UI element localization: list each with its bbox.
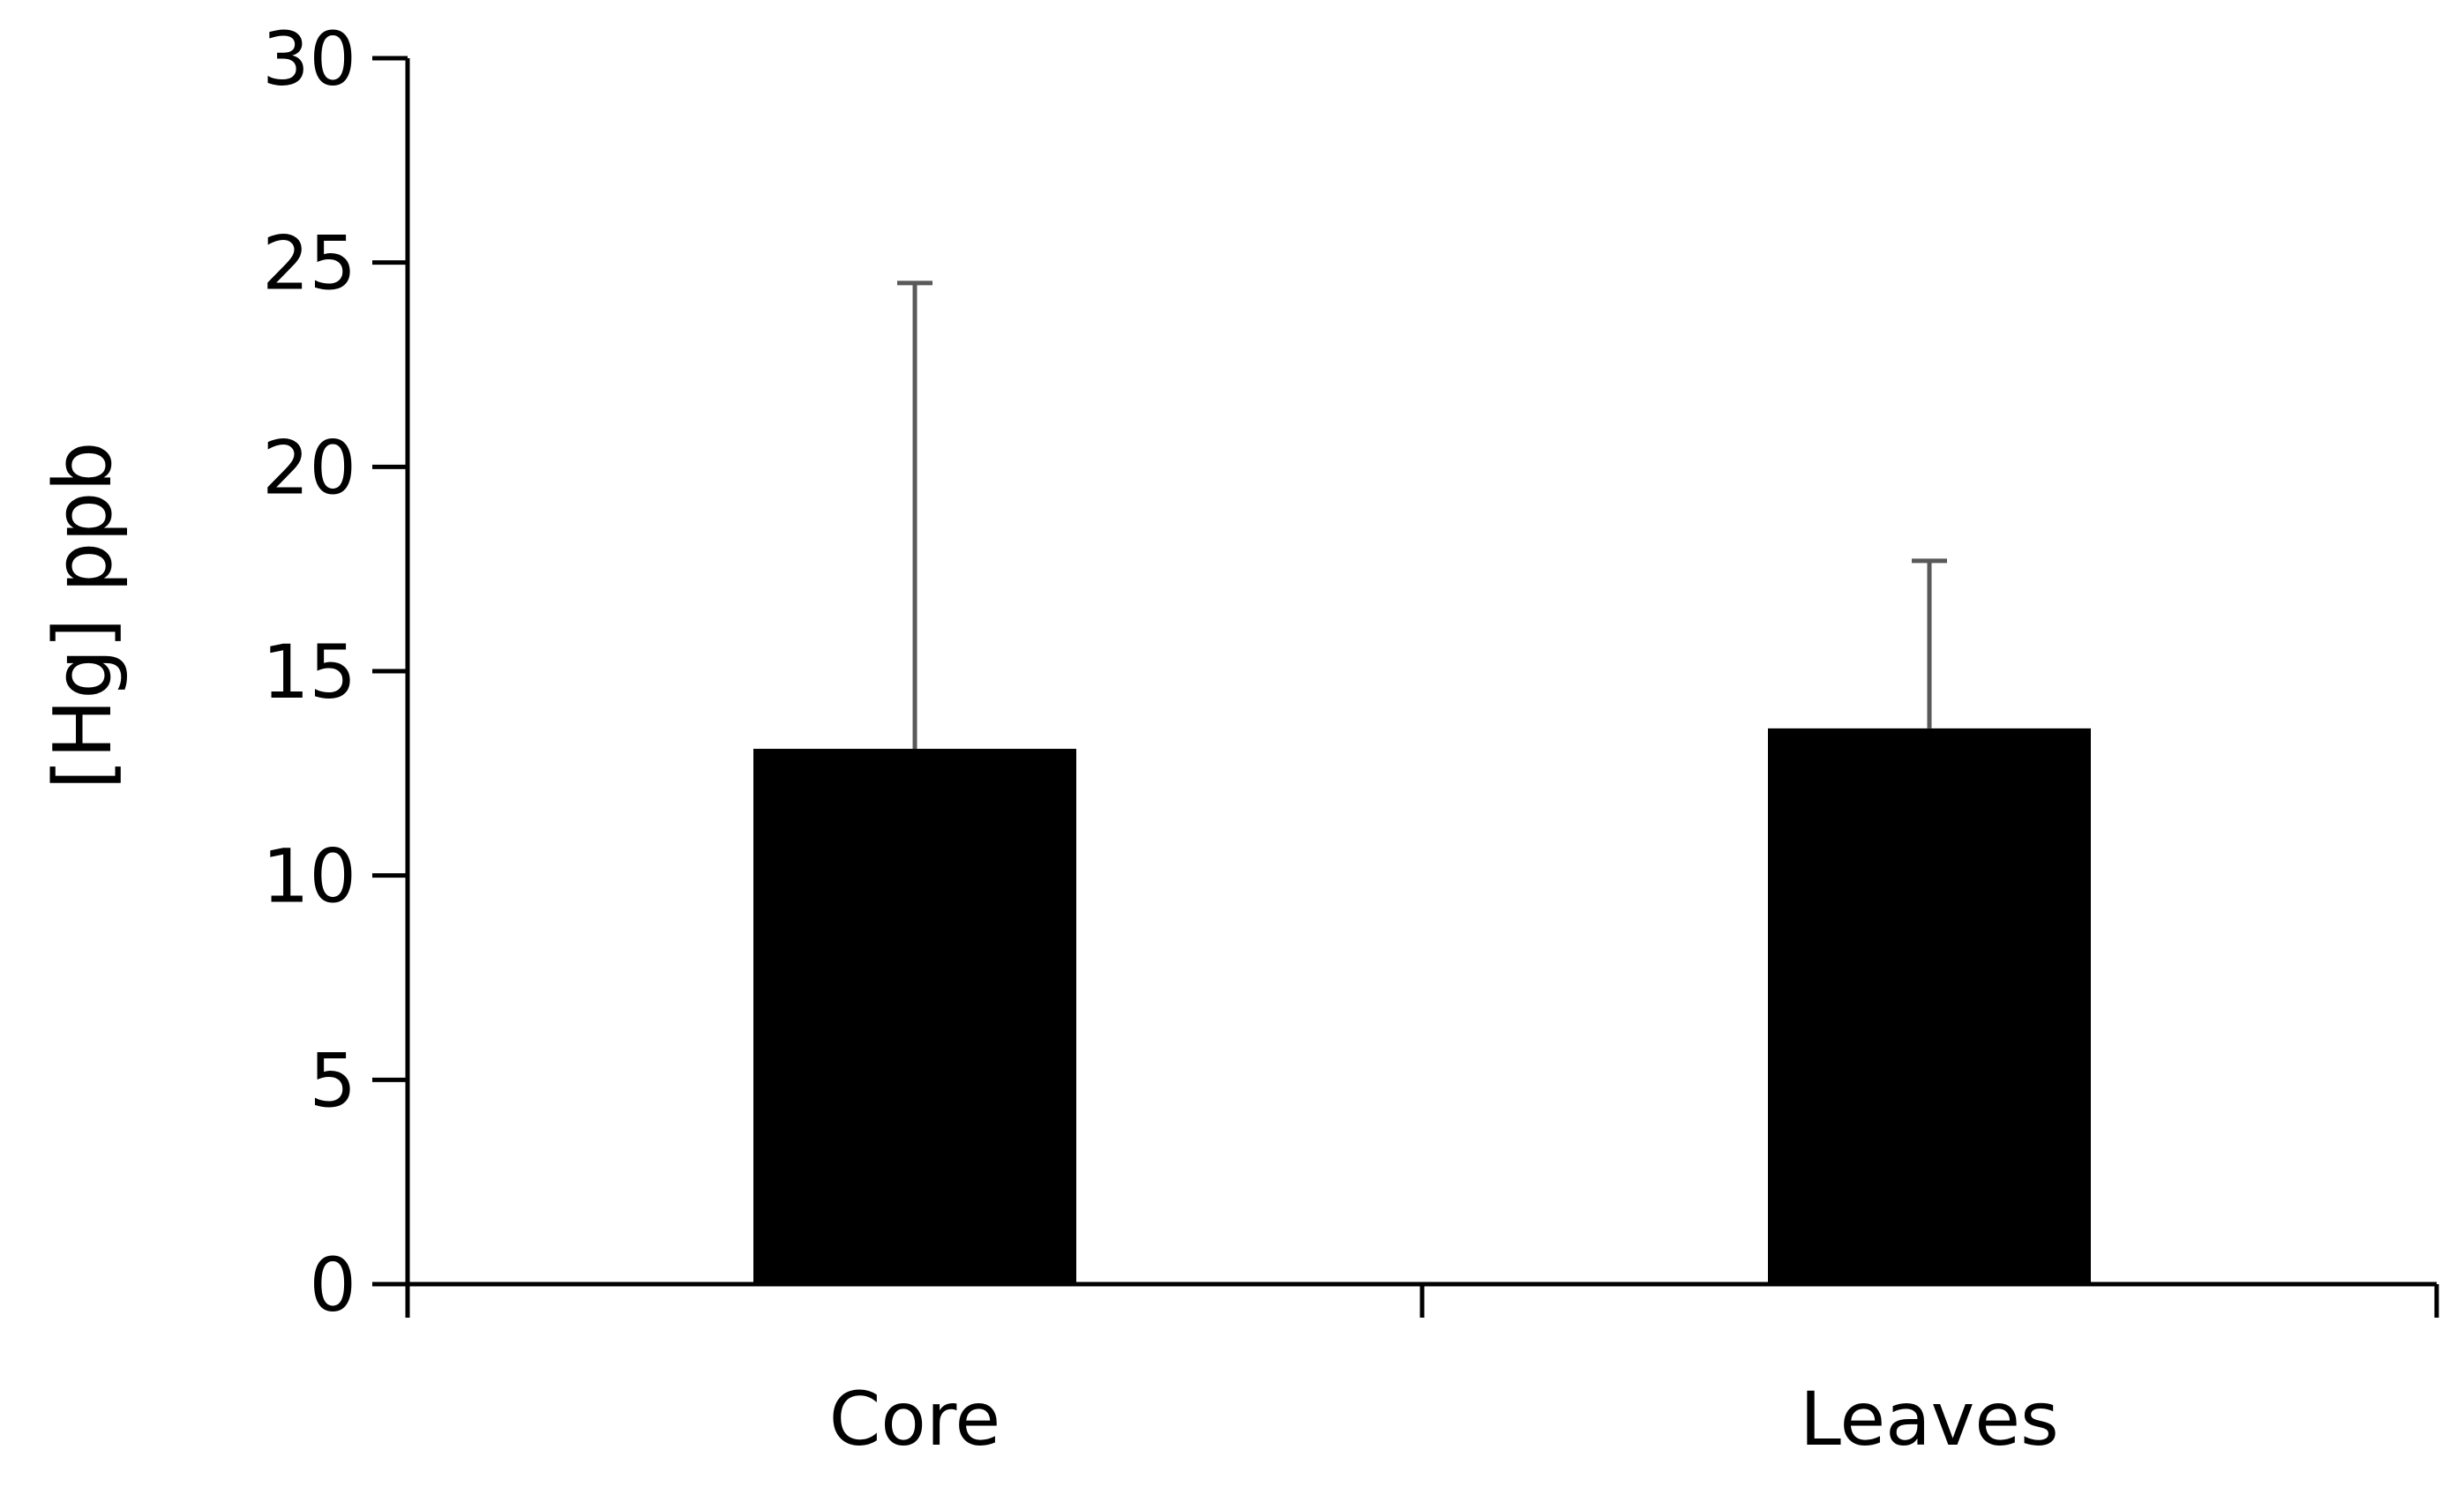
y-tick-label-20: 20 (262, 424, 356, 511)
bars-layer (753, 728, 2091, 1284)
x-tick-label-core: Core (829, 1376, 1000, 1462)
bar-leaves (1768, 728, 2091, 1284)
y-tick-label-25: 25 (262, 220, 356, 307)
y-tick-label-15: 15 (262, 629, 356, 715)
y-tick-label-30: 30 (262, 16, 356, 102)
y-axis-title: [Hg] ppb (37, 441, 130, 789)
y-tick-label-5: 5 (310, 1037, 356, 1124)
y-tick-label-0: 0 (310, 1242, 356, 1328)
x-tick-label-leaves: Leaves (1800, 1376, 2059, 1462)
bar-core (753, 749, 1076, 1284)
error-bars-layer (897, 280, 1947, 750)
labels-layer: [Hg] ppb Core Leaves 0 5 10 15 20 25 30 (37, 16, 2059, 1462)
axes-layer (372, 56, 2439, 1318)
y-tick-label-10: 10 (262, 833, 356, 920)
